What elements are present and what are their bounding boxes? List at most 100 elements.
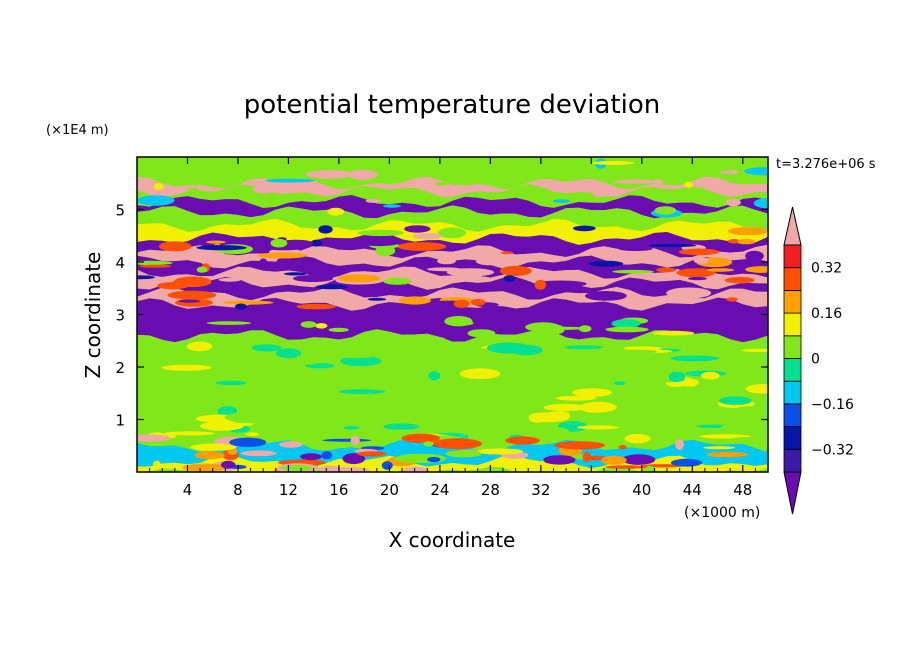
contour-blob (354, 342, 403, 347)
contour-blob (327, 207, 345, 216)
contour-blob (611, 319, 641, 328)
x-tick-label: 48 (733, 481, 752, 499)
contour-blob (621, 349, 658, 354)
contour-blob (153, 183, 164, 190)
contour-blob (404, 225, 431, 233)
contour-blob (233, 335, 273, 343)
contour-blob (501, 251, 513, 255)
contour-blob (528, 412, 547, 423)
contour-blob (654, 206, 677, 215)
contour-blob (621, 454, 656, 465)
contour-blob (340, 285, 383, 290)
contour-blob (666, 287, 712, 299)
contour-blob (276, 257, 292, 267)
contour-blob (381, 461, 393, 470)
contour-blob (554, 441, 606, 450)
x-tick-label: 28 (481, 481, 500, 499)
contour-band (137, 265, 768, 290)
contour-blob (423, 441, 434, 447)
contour-blob (745, 250, 764, 262)
contour-blob (222, 300, 274, 305)
colorbar-segment (783, 244, 802, 269)
contour-blob (618, 247, 653, 251)
contour-blob (408, 163, 444, 169)
contour-blob (543, 455, 576, 465)
contour-blob (196, 266, 208, 273)
contour-blob (186, 341, 213, 352)
contour-blob (694, 341, 724, 346)
contour-blob (719, 396, 752, 406)
x-tick-label: 36 (582, 481, 601, 499)
contour-band (137, 255, 768, 280)
x-tick-label: 8 (233, 481, 243, 499)
contour-blob (286, 378, 301, 387)
contour-blob (196, 245, 247, 251)
contour-blob (727, 227, 768, 236)
y-axis-label: Z coordinate (81, 252, 105, 379)
contour-blob (342, 453, 366, 465)
contour-blob (442, 411, 490, 416)
colorbar-segment (783, 335, 802, 359)
contour-blob (656, 267, 676, 273)
contour-blob (447, 161, 497, 170)
contour-blob (618, 445, 627, 450)
contour-blob (278, 239, 314, 247)
contour-blob (314, 253, 351, 260)
contour-blob (445, 450, 483, 458)
contour-blob (194, 451, 225, 460)
contour-blob (315, 323, 328, 329)
contour-blob (576, 425, 620, 430)
contour-blob (328, 327, 349, 332)
contour-blob (338, 389, 386, 395)
contour-blob (426, 267, 462, 272)
x-axis-label: X coordinate (389, 528, 516, 552)
contour-blob (383, 204, 401, 208)
contour-blob (357, 229, 404, 237)
contour-band (137, 195, 768, 219)
y-tick-label: 1 (115, 412, 125, 430)
contour-blob (541, 436, 558, 443)
contour-blob (533, 466, 579, 470)
contour-blob (137, 397, 161, 408)
contour-blob (706, 451, 749, 458)
y-tick-label: 4 (115, 254, 125, 272)
contour-blob (437, 257, 456, 265)
y-tick-label: 2 (115, 359, 125, 377)
contour-blob (554, 371, 574, 378)
contour-blob (578, 325, 592, 333)
contour-blob (219, 422, 257, 426)
contour-band (137, 329, 768, 385)
time-label: t=3.276e+06 s (776, 157, 876, 172)
contour-blob (251, 344, 282, 352)
contour-blob (152, 460, 161, 469)
contour-blob (564, 345, 604, 350)
contour-blob (187, 187, 200, 194)
contour-blob (215, 380, 247, 386)
contour-blob (432, 438, 483, 450)
contour-blob (366, 420, 386, 425)
contour-blob (190, 443, 237, 451)
contour-blob (646, 423, 658, 431)
contour-blob (229, 437, 267, 447)
contour-blob (139, 264, 172, 268)
contour-blob (435, 182, 448, 186)
contour-blob (725, 198, 741, 207)
contour-blob (476, 448, 524, 455)
contour-blob (601, 455, 627, 465)
contour-blob (250, 422, 302, 431)
x-tick-label: 32 (531, 481, 550, 499)
contour-blob (453, 299, 470, 308)
contour-blob (305, 170, 353, 179)
contour-blob (258, 258, 268, 270)
colorbar-segment (783, 403, 802, 427)
x-axis: 4 8 12 16 20 24 28 32 36 40 44 48 (149, 157, 756, 499)
contour-blob (467, 329, 496, 338)
contour-blob (492, 425, 537, 431)
contour-blob (367, 297, 387, 301)
plot-area (137, 157, 768, 472)
contour-blob (161, 364, 212, 371)
contour-blob (206, 321, 252, 325)
contour-blob (328, 354, 376, 359)
contour-blobs (137, 158, 768, 472)
contour-blob (740, 348, 768, 352)
